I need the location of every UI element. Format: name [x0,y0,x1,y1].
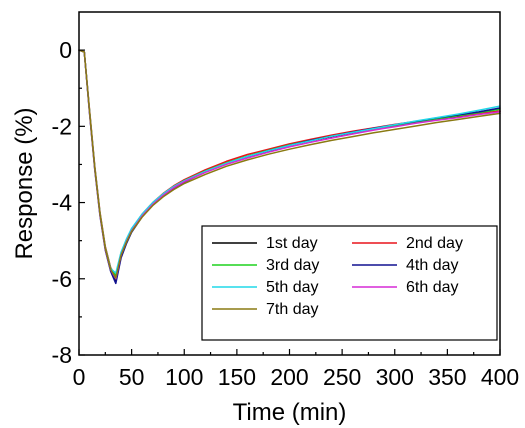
x-tick-label: 250 [323,364,361,390]
x-tick-label: 400 [481,364,519,390]
x-axis-title: Time (min) [233,399,347,426]
legend-label-6: 6th day [406,279,458,296]
legend: 1st day 2nd day 3rd day 4th day 5th day 6th d… [201,225,498,341]
x-tick-label: 200 [270,364,308,390]
y-tick-label: 0 [59,37,72,63]
axes: 0 50 100 150 200 250 300 350 400 0 -2 -4 -6 -8 [52,11,519,390]
legend-label-1: 1st day [266,235,318,252]
y-tick-label: -2 [52,113,72,139]
series-line-7 [78,49,501,279]
legend-label-5: 5th day [266,279,318,296]
legend-label-4: 4th day [406,257,458,274]
x-tick-label: 300 [376,364,414,390]
y-tick-label: -8 [52,342,72,368]
x-tick-label: 350 [428,364,466,390]
y-tick-label: -4 [52,190,73,216]
x-tick-label: 100 [165,364,203,390]
legend-label-7: 7th day [266,301,318,318]
legend-label-2: 2nd day [406,235,463,252]
x-tick-label: 50 [119,364,145,390]
y-axis-title: Response (%) [11,107,38,259]
plot-area [78,49,501,285]
legend-label-3: 3rd day [266,257,319,274]
x-tick-label: 150 [218,364,256,390]
y-tick-label: -6 [52,266,72,292]
x-tick-label: 0 [73,364,86,390]
legend-box [201,225,498,341]
